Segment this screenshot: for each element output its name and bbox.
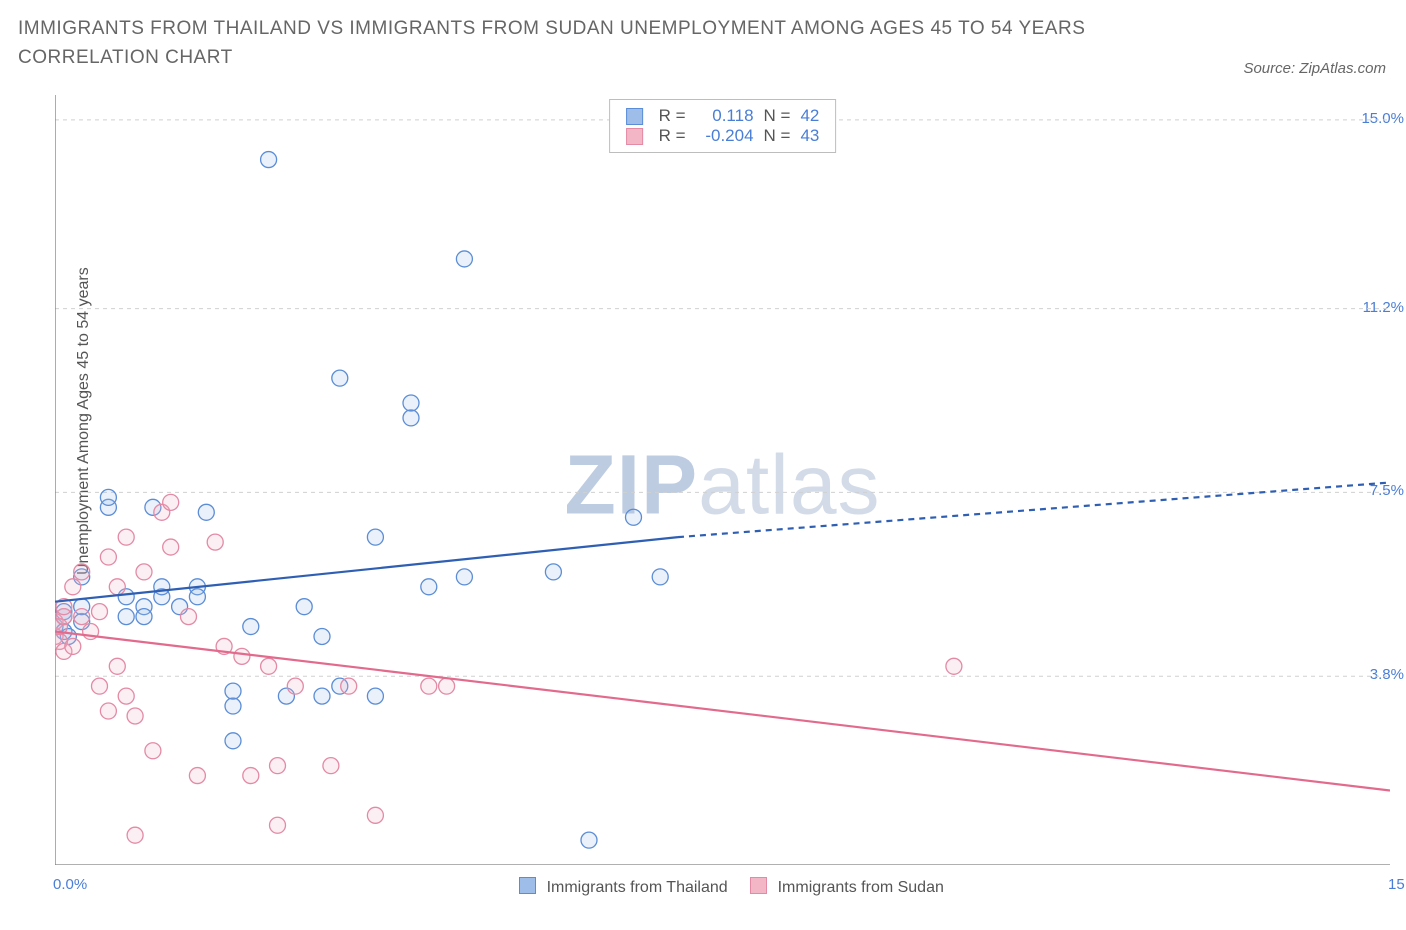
swatch-sudan-icon <box>750 877 767 894</box>
r-value-sudan: -0.204 <box>696 126 754 146</box>
legend-label-thailand: Immigrants from Thailand <box>547 879 728 896</box>
n-label: N = <box>764 126 791 146</box>
swatch-thailand-icon <box>519 877 536 894</box>
r-label: R = <box>659 106 686 126</box>
correlation-chart: Unemployment Among Ages 45 to 54 years Z… <box>55 95 1390 865</box>
swatch-sudan-icon <box>626 128 643 145</box>
r-value-thailand: 0.118 <box>696 106 754 126</box>
stats-row-sudan: R = -0.204 N = 43 <box>626 126 820 146</box>
legend-label-sudan: Immigrants from Sudan <box>778 879 944 896</box>
n-value-sudan: 43 <box>800 126 819 146</box>
chart-title: IMMIGRANTS FROM THAILAND VS IMMIGRANTS F… <box>18 14 1118 73</box>
n-value-thailand: 42 <box>800 106 819 126</box>
x-tick-label: 15.0% <box>1388 876 1406 893</box>
source-credit: Source: ZipAtlas.com <box>1243 60 1386 77</box>
stats-row-thailand: R = 0.118 N = 42 <box>626 106 820 126</box>
plot-svg <box>55 95 1390 865</box>
n-label: N = <box>764 106 791 126</box>
swatch-thailand-icon <box>626 108 643 125</box>
r-label: R = <box>659 126 686 146</box>
stats-legend: R = 0.118 N = 42 R = -0.204 N = 43 <box>609 99 837 153</box>
series-legend: Immigrants from Thailand Immigrants from… <box>55 877 1390 897</box>
